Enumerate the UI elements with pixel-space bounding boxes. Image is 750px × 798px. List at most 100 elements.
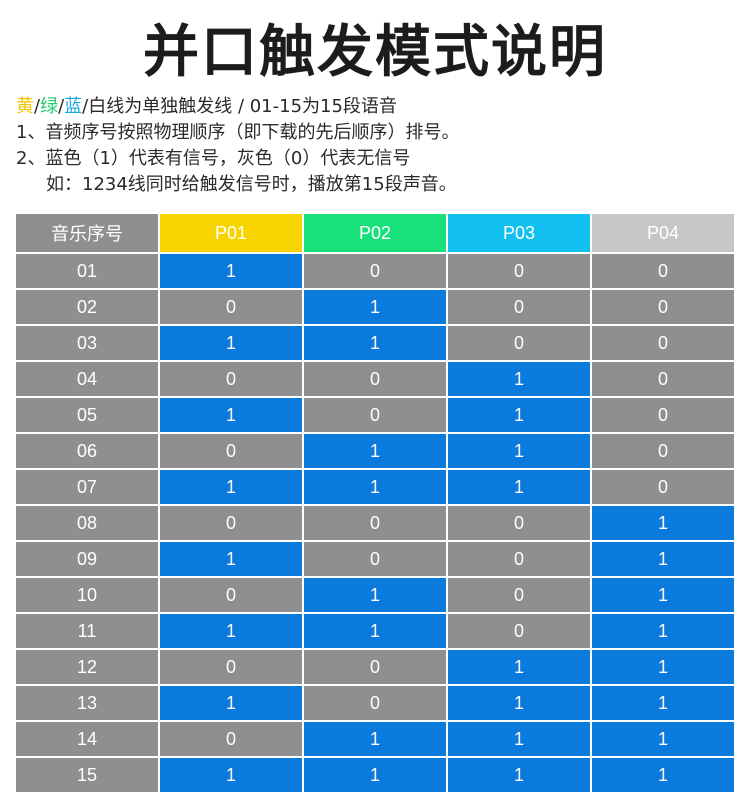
signal-cell-p01: 0 <box>160 578 304 614</box>
signal-cell-p03: 1 <box>448 470 592 506</box>
signal-cell-p03: 1 <box>448 686 592 722</box>
trigger-table: 音乐序号 P01 P02 P03 P04 01 1 0 0 0 02 0 1 0 0 03 1 1 0 0 0… <box>16 214 734 794</box>
signal-cell-p04: 1 <box>592 506 734 542</box>
track-number-cell: 02 <box>16 290 160 326</box>
table-row: 08 0 0 0 1 <box>16 506 734 542</box>
signal-cell-p04: 1 <box>592 578 734 614</box>
table-row: 14 0 1 1 1 <box>16 722 734 758</box>
table-row: 01 1 0 0 0 <box>16 254 734 290</box>
signal-cell-p01: 1 <box>160 254 304 290</box>
signal-cell-p01: 1 <box>160 758 304 794</box>
table-row: 03 1 1 0 0 <box>16 326 734 362</box>
signal-cell-p01: 0 <box>160 506 304 542</box>
signal-cell-p03: 0 <box>448 290 592 326</box>
signal-cell-p03: 1 <box>448 650 592 686</box>
signal-cell-p01: 1 <box>160 614 304 650</box>
signal-cell-p04: 0 <box>592 254 734 290</box>
signal-cell-p04: 1 <box>592 650 734 686</box>
signal-cell-p01: 0 <box>160 362 304 398</box>
signal-cell-p03: 1 <box>448 722 592 758</box>
table-row: 10 0 1 0 1 <box>16 578 734 614</box>
table-row: 02 0 1 0 0 <box>16 290 734 326</box>
signal-cell-p03: 1 <box>448 434 592 470</box>
table-row: 11 1 1 0 1 <box>16 614 734 650</box>
signal-cell-p03: 1 <box>448 398 592 434</box>
signal-cell-p02: 0 <box>304 506 448 542</box>
signal-cell-p01: 0 <box>160 290 304 326</box>
signal-cell-p03: 0 <box>448 614 592 650</box>
table-header-row: 音乐序号 P01 P02 P03 P04 <box>16 214 734 254</box>
instructions: 黄/绿/蓝/白线为单独触发线 / 01-15为15段语音 1、音频序号按照物理顺… <box>16 94 736 198</box>
track-number-cell: 15 <box>16 758 160 794</box>
track-number-cell: 04 <box>16 362 160 398</box>
table-row: 13 1 0 1 1 <box>16 686 734 722</box>
table-row: 12 0 0 1 1 <box>16 650 734 686</box>
table-row: 09 1 0 0 1 <box>16 542 734 578</box>
signal-cell-p02: 0 <box>304 398 448 434</box>
track-number-cell: 12 <box>16 650 160 686</box>
signal-cell-p04: 0 <box>592 290 734 326</box>
signal-cell-p01: 0 <box>160 434 304 470</box>
signal-cell-p02: 1 <box>304 290 448 326</box>
table-row: 15 1 1 1 1 <box>16 758 734 794</box>
note-separator: / <box>34 96 41 117</box>
signal-cell-p02: 0 <box>304 686 448 722</box>
note-example: 如：1234线同时给触发信号时，播放第15段声音。 <box>46 174 457 195</box>
track-number-cell: 11 <box>16 614 160 650</box>
header-p03: P03 <box>448 214 592 254</box>
signal-cell-p03: 0 <box>448 578 592 614</box>
signal-cell-p04: 1 <box>592 758 734 794</box>
signal-cell-p04: 0 <box>592 326 734 362</box>
signal-cell-p04: 0 <box>592 362 734 398</box>
note-yellow-label: 黄 <box>16 96 34 117</box>
signal-cell-p04: 0 <box>592 398 734 434</box>
signal-cell-p02: 0 <box>304 542 448 578</box>
header-p04: P04 <box>592 214 734 254</box>
signal-cell-p02: 1 <box>304 434 448 470</box>
signal-cell-p02: 1 <box>304 326 448 362</box>
signal-cell-p03: 1 <box>448 362 592 398</box>
note-separator: / <box>58 96 65 117</box>
track-number-cell: 03 <box>16 326 160 362</box>
track-number-cell: 05 <box>16 398 160 434</box>
track-number-cell: 08 <box>16 506 160 542</box>
note-signal-legend: 2、蓝色（1）代表有信号，灰色（0）代表无信号 <box>16 148 411 169</box>
header-p01: P01 <box>160 214 304 254</box>
signal-cell-p03: 1 <box>448 758 592 794</box>
signal-cell-p04: 0 <box>592 434 734 470</box>
note-wire-colors: 黄/绿/蓝/白线为单独触发线 / 01-15为15段语音 <box>16 94 736 120</box>
signal-cell-p01: 1 <box>160 686 304 722</box>
track-number-cell: 07 <box>16 470 160 506</box>
signal-cell-p01: 1 <box>160 470 304 506</box>
signal-cell-p04: 0 <box>592 470 734 506</box>
track-number-cell: 14 <box>16 722 160 758</box>
note-wire-description: /白线为单独触发线 / 01-15为15段语音 <box>82 96 397 117</box>
header-p02: P02 <box>304 214 448 254</box>
track-number-cell: 06 <box>16 434 160 470</box>
track-number-cell: 09 <box>16 542 160 578</box>
signal-cell-p01: 0 <box>160 722 304 758</box>
signal-cell-p01: 0 <box>160 650 304 686</box>
signal-cell-p04: 1 <box>592 542 734 578</box>
signal-cell-p02: 1 <box>304 614 448 650</box>
signal-cell-p01: 1 <box>160 398 304 434</box>
table-row: 06 0 1 1 0 <box>16 434 734 470</box>
signal-cell-p01: 1 <box>160 542 304 578</box>
signal-cell-p03: 0 <box>448 506 592 542</box>
header-track-number: 音乐序号 <box>16 214 160 254</box>
track-number-cell: 13 <box>16 686 160 722</box>
signal-cell-p02: 1 <box>304 578 448 614</box>
table-row: 07 1 1 1 0 <box>16 470 734 506</box>
signal-cell-p02: 0 <box>304 254 448 290</box>
signal-cell-p02: 1 <box>304 470 448 506</box>
table-row: 04 0 0 1 0 <box>16 362 734 398</box>
signal-cell-p04: 1 <box>592 722 734 758</box>
note-blue-label: 蓝 <box>64 96 83 117</box>
note-green-label: 绿 <box>40 96 59 117</box>
page-title: 并口触发模式说明 <box>143 20 607 85</box>
track-number-cell: 10 <box>16 578 160 614</box>
signal-cell-p04: 1 <box>592 614 734 650</box>
signal-cell-p02: 0 <box>304 362 448 398</box>
signal-cell-p02: 0 <box>304 650 448 686</box>
signal-cell-p01: 1 <box>160 326 304 362</box>
